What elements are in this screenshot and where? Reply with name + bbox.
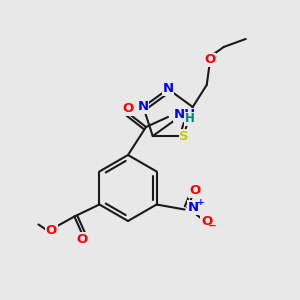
Text: O: O	[77, 233, 88, 246]
Text: O: O	[122, 103, 134, 116]
Text: N: N	[162, 82, 174, 95]
Text: H: H	[185, 112, 195, 125]
Text: O: O	[201, 215, 212, 228]
Text: NH: NH	[174, 109, 196, 122]
Text: O: O	[204, 53, 215, 67]
Text: N: N	[138, 100, 149, 113]
Text: +: +	[196, 198, 204, 207]
Text: −: −	[208, 220, 217, 230]
Text: O: O	[189, 184, 200, 197]
Text: N: N	[188, 201, 199, 214]
Text: O: O	[46, 224, 57, 237]
Text: S: S	[179, 130, 189, 142]
